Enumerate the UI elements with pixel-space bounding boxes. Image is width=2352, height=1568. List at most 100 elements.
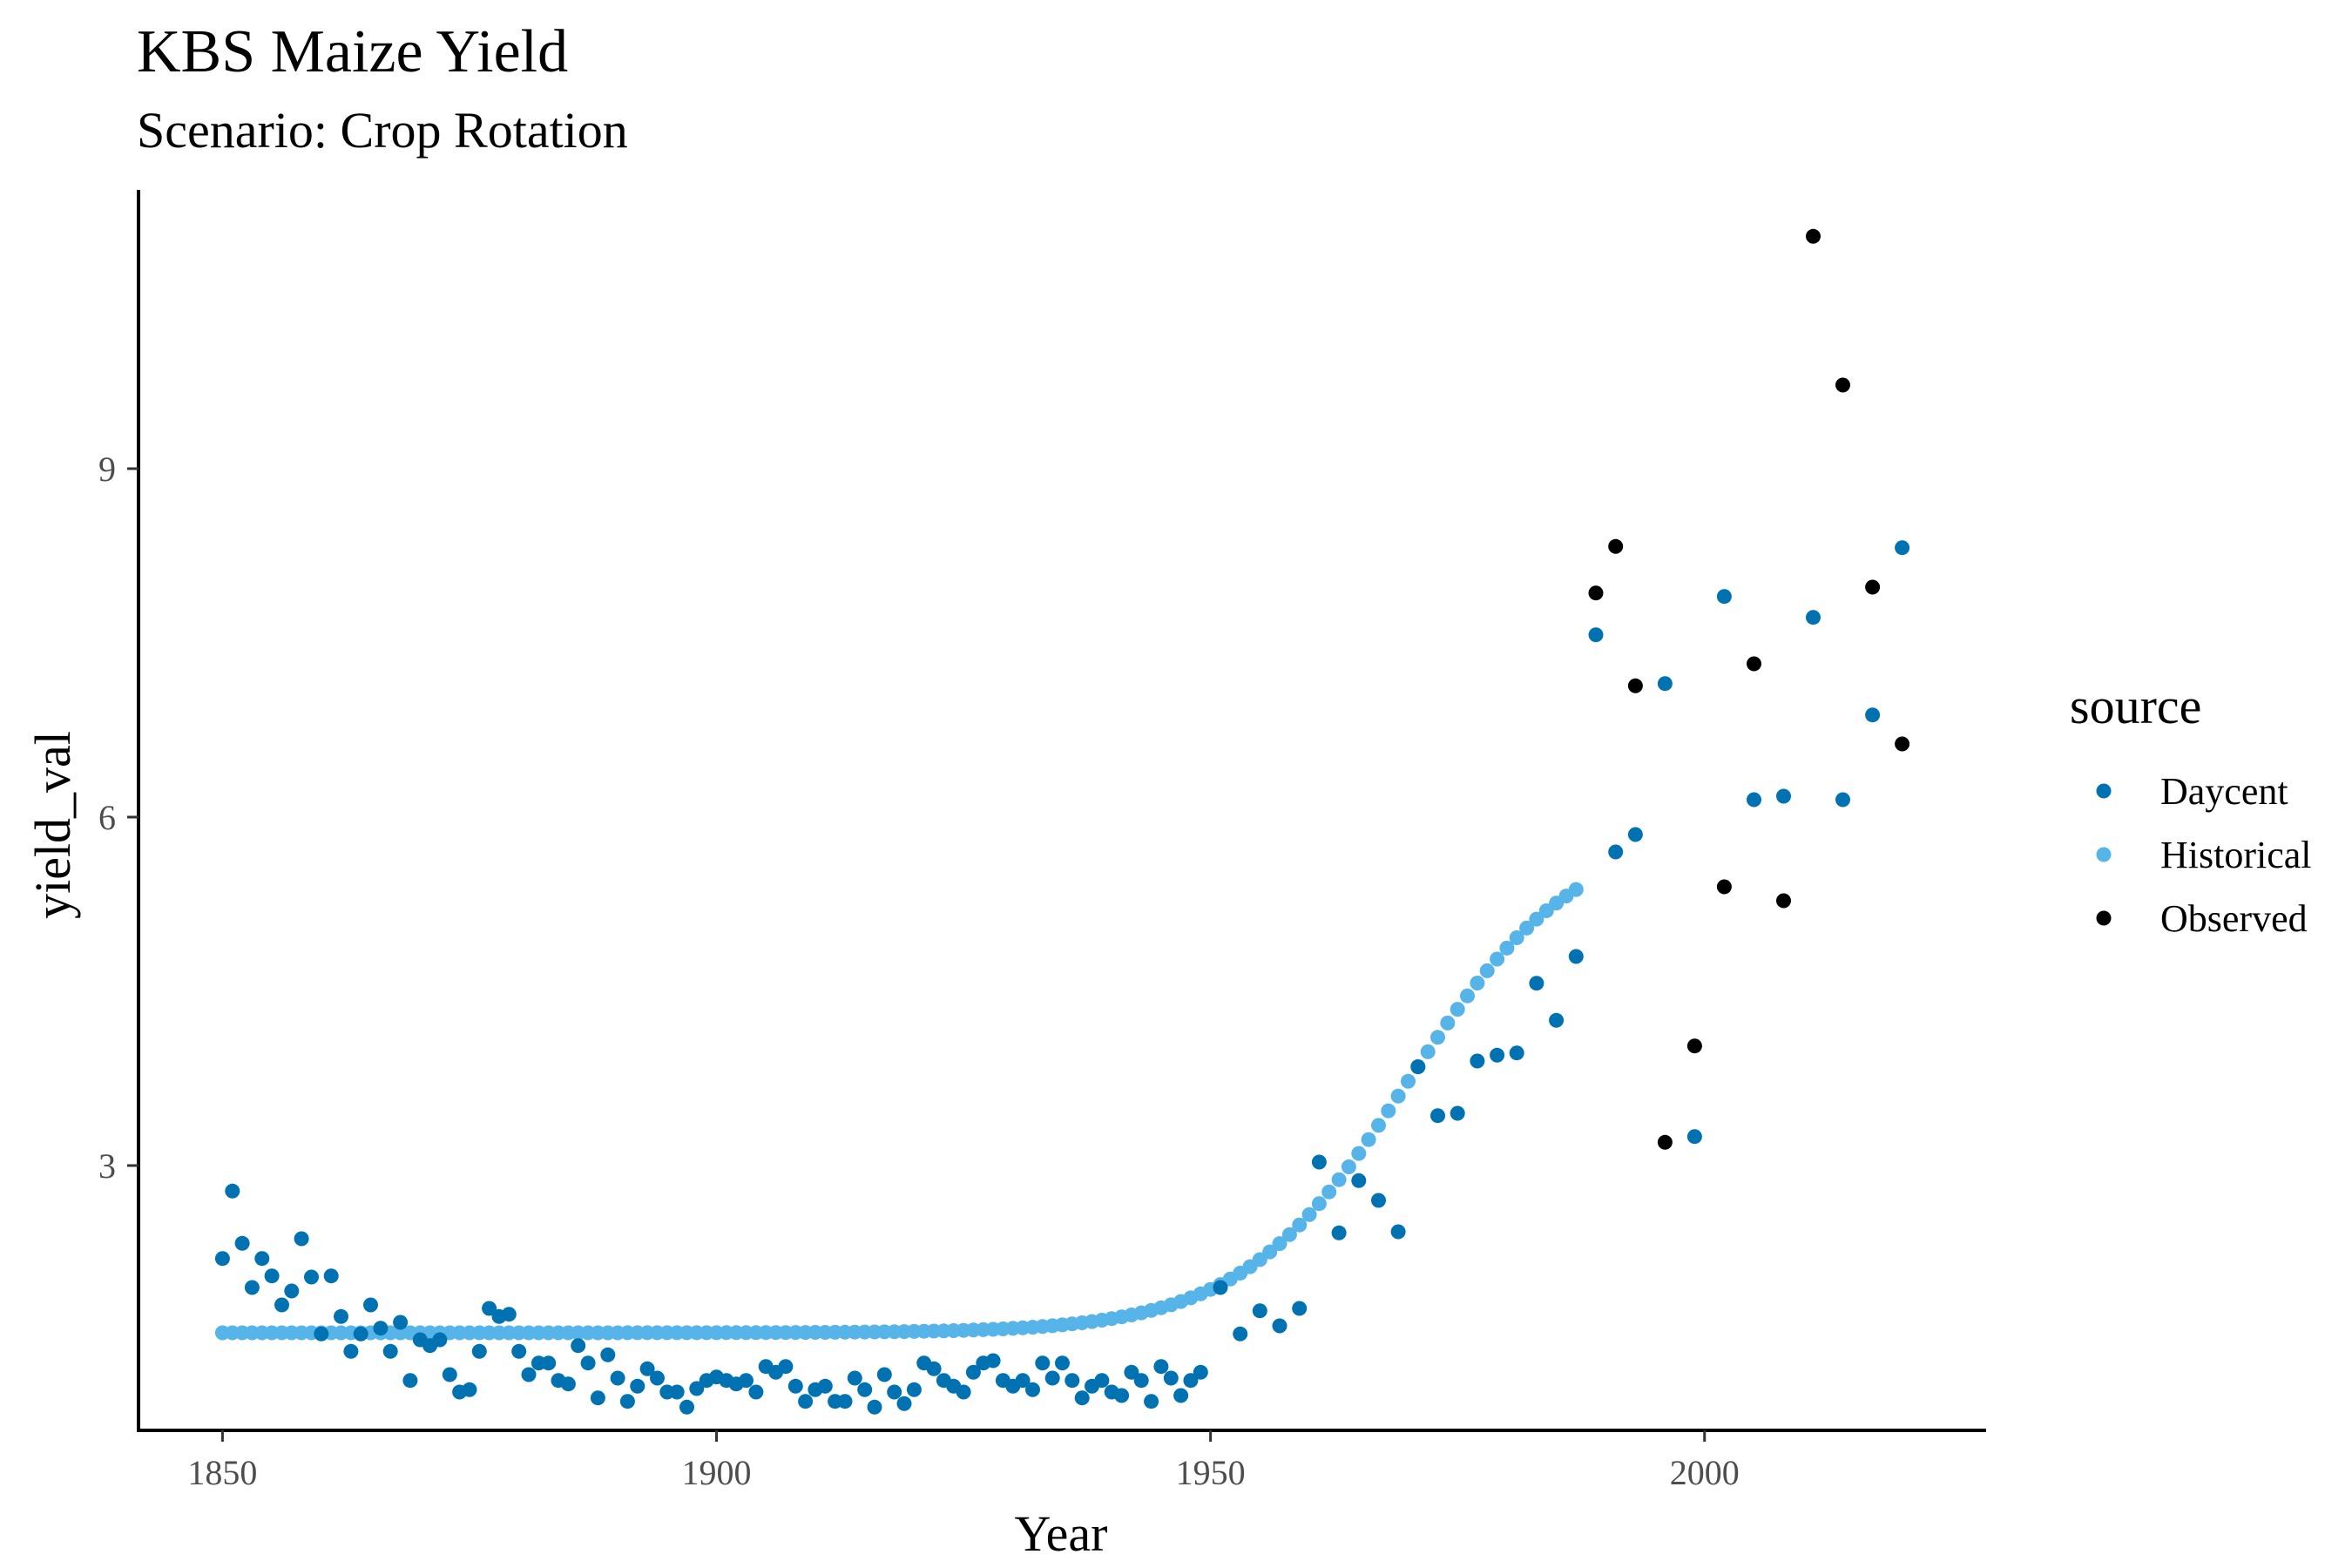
point-daycent — [511, 1343, 527, 1359]
legend-item-historical: Historical — [2096, 834, 2312, 876]
axes: 1850 1900 1950 2000 3 6 9 — [98, 190, 1986, 1492]
legend-label: Daycent — [2160, 770, 2288, 813]
point-daycent — [304, 1269, 319, 1285]
point-observed — [1627, 678, 1643, 693]
x-tick-label: 1900 — [682, 1453, 752, 1492]
point-daycent — [334, 1308, 348, 1324]
point-historical — [1390, 1088, 1406, 1104]
point-daycent — [1490, 1047, 1505, 1063]
point-historical — [1351, 1146, 1367, 1161]
point-historical — [1292, 1217, 1308, 1233]
point-daycent — [442, 1367, 457, 1382]
point-daycent — [541, 1355, 557, 1371]
point-daycent — [1588, 627, 1604, 643]
point-historical — [1281, 1227, 1297, 1242]
point-daycent — [1035, 1355, 1051, 1371]
point-daycent — [1549, 1012, 1565, 1028]
legend-item-observed: Observed — [2096, 897, 2308, 940]
point-daycent — [1410, 1059, 1426, 1075]
point-daycent — [521, 1367, 537, 1382]
legend-key — [2096, 783, 2112, 799]
point-daycent — [1124, 1364, 1139, 1380]
point-daycent — [1776, 788, 1791, 804]
point-historical — [1529, 911, 1544, 927]
point-daycent — [462, 1382, 477, 1397]
point-historical — [1321, 1184, 1337, 1200]
point-daycent — [314, 1326, 329, 1342]
point-observed — [1747, 656, 1761, 672]
point-daycent — [798, 1394, 814, 1409]
chart-subtitle: Scenario: Crop Rotation — [137, 102, 628, 159]
point-daycent — [471, 1343, 487, 1359]
point-daycent — [679, 1399, 694, 1415]
point-daycent — [1292, 1301, 1308, 1316]
point-daycent — [1747, 792, 1761, 808]
point-daycent — [1173, 1388, 1189, 1403]
point-daycent — [1144, 1394, 1159, 1409]
point-historical — [1509, 930, 1524, 945]
point-daycent — [650, 1370, 665, 1386]
x-tick-label: 1950 — [1176, 1453, 1246, 1492]
point-historical — [1440, 1015, 1456, 1031]
point-daycent — [1716, 589, 1732, 605]
point-daycent — [817, 1378, 833, 1394]
point-daycent — [571, 1338, 586, 1354]
point-observed — [1806, 228, 1821, 244]
x-axis-label: Year — [1015, 1505, 1108, 1562]
point-historical — [1490, 951, 1505, 967]
point-daycent — [1094, 1373, 1110, 1389]
point-daycent — [1608, 844, 1624, 860]
point-observed — [1835, 377, 1850, 393]
point-daycent — [1055, 1355, 1070, 1371]
point-daycent — [1183, 1373, 1199, 1389]
legend-items: Daycent Historical Observed — [2096, 770, 2312, 940]
point-daycent — [323, 1268, 339, 1284]
point-daycent — [867, 1399, 882, 1415]
legend-title: source — [2070, 678, 2201, 734]
point-daycent — [1114, 1388, 1130, 1403]
y-tick-label: 3 — [98, 1146, 116, 1186]
point-daycent — [1311, 1154, 1327, 1170]
point-daycent — [639, 1361, 655, 1376]
y-axis-label: yield_val — [24, 731, 81, 919]
point-daycent — [284, 1283, 300, 1299]
series-observed — [1588, 228, 1910, 1150]
point-daycent — [926, 1361, 942, 1376]
point-daycent — [294, 1231, 309, 1247]
point-daycent — [847, 1370, 862, 1386]
point-daycent — [1015, 1373, 1031, 1389]
point-historical — [1331, 1172, 1347, 1187]
point-daycent — [482, 1301, 497, 1316]
point-daycent — [1133, 1373, 1149, 1389]
point-historical — [1470, 976, 1485, 990]
point-daycent — [1509, 1045, 1524, 1061]
point-historical — [1252, 1252, 1267, 1267]
point-historical — [1311, 1196, 1327, 1212]
point-historical — [1420, 1044, 1436, 1059]
point-observed — [1865, 579, 1881, 595]
point-daycent — [254, 1251, 270, 1267]
point-daycent — [234, 1235, 250, 1251]
point-historical — [1499, 940, 1515, 956]
point-daycent — [1153, 1359, 1169, 1375]
point-daycent — [1657, 676, 1673, 692]
chart-title: KBS Maize Yield — [137, 18, 569, 85]
legend-label: Historical — [2160, 834, 2312, 876]
point-daycent — [1529, 976, 1544, 991]
y-tick-label: 9 — [98, 449, 116, 489]
point-daycent — [876, 1367, 892, 1382]
point-historical — [1430, 1030, 1445, 1045]
point-daycent — [225, 1183, 240, 1199]
point-daycent — [244, 1280, 260, 1295]
point-daycent — [402, 1373, 418, 1389]
point-daycent — [214, 1251, 230, 1267]
point-historical — [1272, 1236, 1288, 1252]
point-daycent — [630, 1378, 645, 1394]
point-daycent — [965, 1364, 981, 1380]
point-daycent — [1835, 792, 1850, 808]
point-daycent — [689, 1381, 705, 1396]
point-daycent — [363, 1297, 378, 1313]
point-observed — [1608, 538, 1624, 554]
y-tick-label: 6 — [98, 798, 116, 837]
